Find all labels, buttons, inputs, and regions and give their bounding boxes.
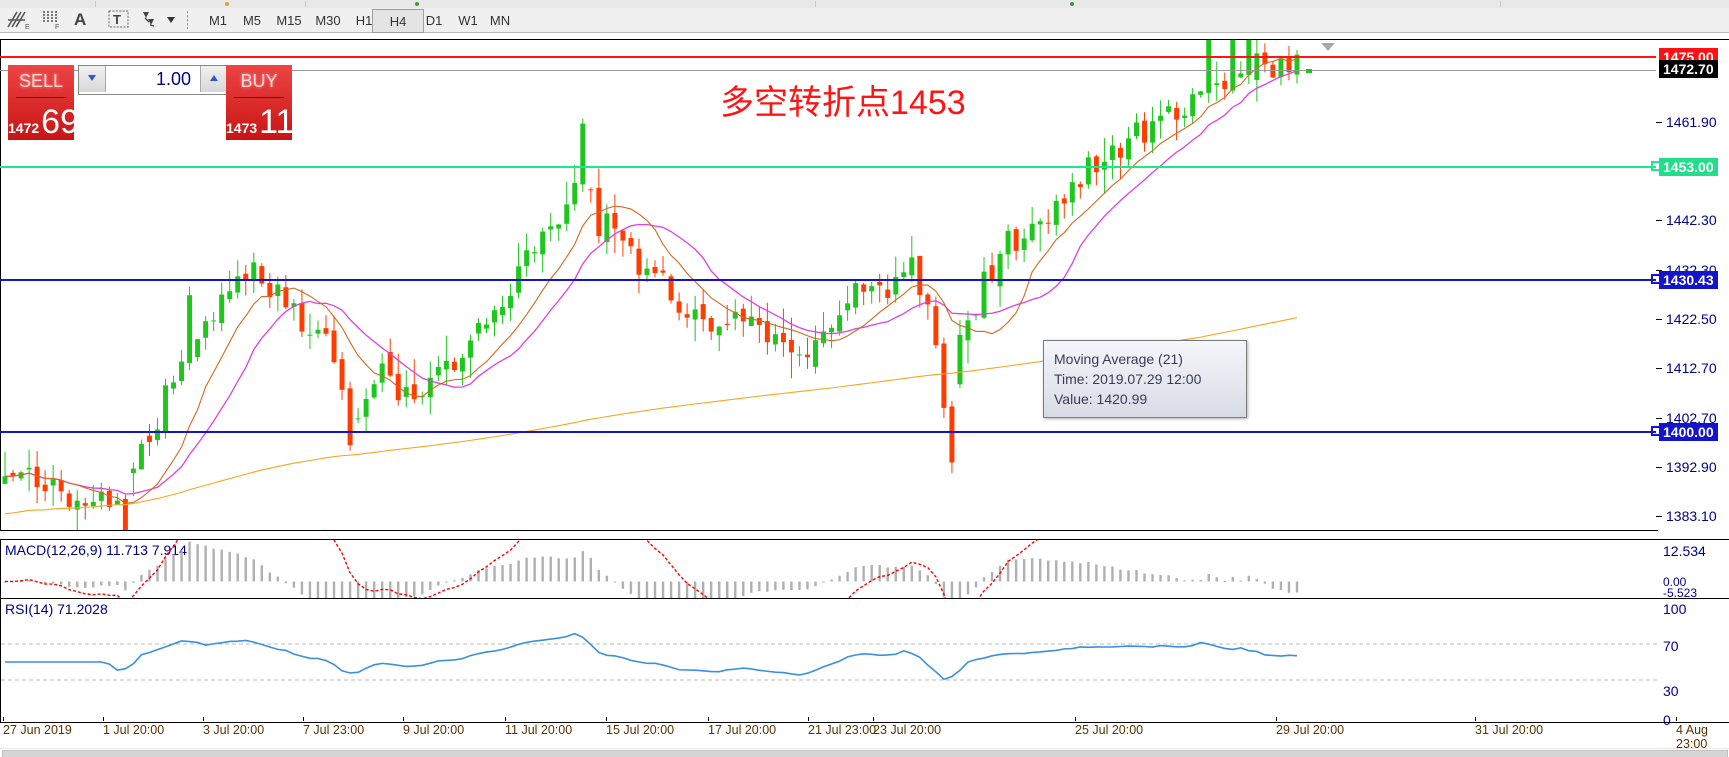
svg-text:E: E [25, 24, 30, 30]
svg-text:F: F [55, 24, 59, 30]
svg-text:T: T [113, 12, 121, 27]
